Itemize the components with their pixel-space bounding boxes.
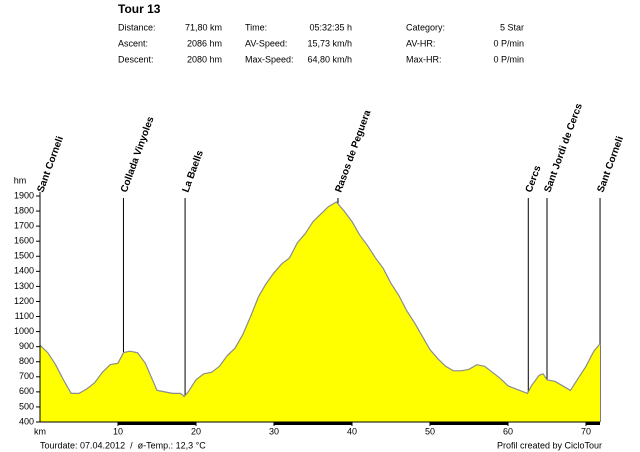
stat-value: 5 Star bbox=[500, 22, 524, 32]
y-tick-label: 1400 bbox=[14, 266, 34, 276]
stat-label: Time: bbox=[245, 22, 267, 32]
stat-label: Descent: bbox=[118, 54, 154, 64]
y-tick-label: 1200 bbox=[14, 296, 34, 306]
x-scale-bar bbox=[586, 422, 601, 425]
x-axis-label: km bbox=[34, 426, 46, 436]
area bbox=[40, 202, 601, 422]
y-tick-label: 1300 bbox=[14, 281, 34, 291]
stat-label: AV-HR: bbox=[406, 38, 435, 48]
y-tick-label: 1500 bbox=[14, 251, 34, 261]
waypoint-label: Sant Corneli bbox=[35, 135, 66, 194]
x-tick-label: 50 bbox=[425, 426, 435, 436]
stat-value: 71,80 km bbox=[185, 22, 222, 32]
stat-value: 64,80 km/h bbox=[307, 54, 352, 64]
stat-value: 05:32:35 h bbox=[309, 22, 352, 32]
x-tick-label: 30 bbox=[269, 426, 279, 436]
profile-line bbox=[39, 201, 601, 398]
y-tick-label: 1700 bbox=[14, 221, 34, 231]
waypoint-label: La Baells bbox=[181, 149, 207, 194]
title: Tour 13 bbox=[118, 2, 161, 16]
y-tick-label: 1800 bbox=[14, 205, 34, 215]
stat-value: 0 P/min bbox=[493, 38, 524, 48]
waypoint-label: Collada Vinyoles bbox=[119, 115, 157, 194]
stat-label: Max-HR: bbox=[406, 54, 442, 64]
waypoint-label: Sant Jordi de Cercs bbox=[542, 102, 585, 194]
x-tick-label: 10 bbox=[113, 426, 123, 436]
y-tick-label: 1000 bbox=[14, 326, 34, 336]
y-tick-label: 500 bbox=[19, 401, 34, 411]
y-tick-label: 400 bbox=[19, 416, 34, 426]
x-tick-label: 60 bbox=[503, 426, 513, 436]
stat-value: 2080 hm bbox=[187, 54, 222, 64]
y-tick-label: 800 bbox=[19, 356, 34, 366]
x-tick-label: 20 bbox=[191, 426, 201, 436]
x-scale-bar bbox=[430, 422, 508, 425]
footer-right: Profil created by CicloTour bbox=[497, 440, 602, 450]
y-tick-label: 1600 bbox=[14, 236, 34, 246]
waypoint-label: Rasos de Peguera bbox=[333, 108, 373, 194]
footer-left: Tourdate: 07.04.2012 / ø-Temp.: 12,3 °C bbox=[40, 440, 206, 450]
x-tick-label: 70 bbox=[581, 426, 591, 436]
stat-label: Category: bbox=[406, 22, 445, 32]
stat-label: Max-Speed: bbox=[245, 54, 294, 64]
waypoint-label: Sant Corneli bbox=[596, 135, 627, 194]
stat-label: Distance: bbox=[118, 22, 156, 32]
y-tick-label: 1900 bbox=[14, 190, 34, 200]
stat-label: AV-Speed: bbox=[245, 38, 287, 48]
y-axis-label: hm bbox=[14, 175, 27, 185]
x-scale-bar bbox=[118, 422, 196, 425]
stat-value: 15,73 km/h bbox=[307, 38, 352, 48]
stat-label: Ascent: bbox=[118, 38, 148, 48]
stat-value: 0 P/min bbox=[493, 54, 524, 64]
y-tick-label: 700 bbox=[19, 371, 34, 381]
stat-value: 2086 hm bbox=[187, 38, 222, 48]
x-scale-bar bbox=[274, 422, 352, 425]
waypoint-label: Cercs bbox=[524, 164, 544, 194]
y-tick-label: 900 bbox=[19, 341, 34, 351]
y-tick-label: 600 bbox=[19, 386, 34, 396]
y-tick-label: 1100 bbox=[15, 311, 34, 321]
x-tick-label: 40 bbox=[347, 426, 357, 436]
